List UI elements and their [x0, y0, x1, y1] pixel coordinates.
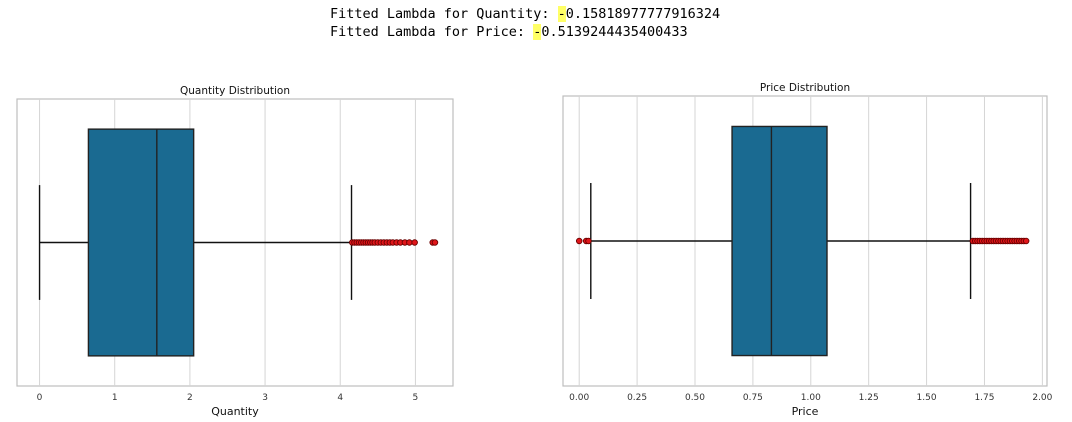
lambda-output-price: Fitted Lambda for Price: -0.513924443540… — [330, 23, 688, 41]
iqr-box — [87, 128, 195, 357]
x-tick-label: 0.50 — [685, 393, 705, 403]
lambda-sign-highlight: - — [533, 24, 542, 40]
outlier-point — [575, 237, 583, 245]
chart-title: Quantity Distribution — [180, 85, 290, 97]
x-tick-label: 0.00 — [569, 393, 589, 403]
x-tick-label: 3 — [262, 393, 268, 403]
lambda-output-quantity: Fitted Lambda for Quantity: -0.158189777… — [330, 5, 720, 23]
quantity-boxplot: 0 1 2 3 4 5 Quantity Distribution Quantity — [16, 85, 454, 418]
x-tick-label: 1 — [112, 393, 118, 403]
lambda-prefix: Fitted Lambda for Price: — [330, 24, 534, 40]
iqr-box — [731, 125, 828, 357]
x-tick-label: 2 — [187, 393, 193, 403]
x-tick-label: 4 — [337, 393, 343, 403]
x-tick-label: 2.00 — [1032, 393, 1052, 403]
x-tick-label: 0 — [37, 393, 43, 403]
outlier-point — [411, 239, 418, 246]
x-tick-label: 1.00 — [801, 393, 821, 403]
lambda-sign-highlight: - — [557, 6, 566, 22]
lambda-value: 0.15818977777916324 — [565, 6, 721, 22]
x-axis-label: Price — [792, 405, 819, 418]
x-tick-label: 0.75 — [743, 393, 763, 403]
x-tick-label: 0.25 — [627, 393, 647, 403]
outlier-point — [431, 239, 439, 246]
outlier-point — [406, 239, 413, 246]
lambda-prefix: Fitted Lambda for Quantity: — [330, 6, 558, 22]
x-tick-label: 1.75 — [974, 393, 994, 403]
x-tick-label: 1.50 — [917, 393, 937, 403]
price-boxplot: 0.00 0.25 0.50 0.75 1.00 1.25 1.50 1.75 2.00 Pric… — [562, 82, 1053, 418]
outlier-point — [585, 237, 592, 245]
lambda-value: 0.5139244435400433 — [541, 24, 688, 40]
outlier-point — [1022, 237, 1030, 245]
x-tick-label: 1.25 — [859, 393, 879, 403]
x-axis-label: Quantity — [211, 405, 259, 418]
x-tick-label: 5 — [413, 393, 419, 403]
chart-title: Price Distribution — [760, 82, 850, 94]
